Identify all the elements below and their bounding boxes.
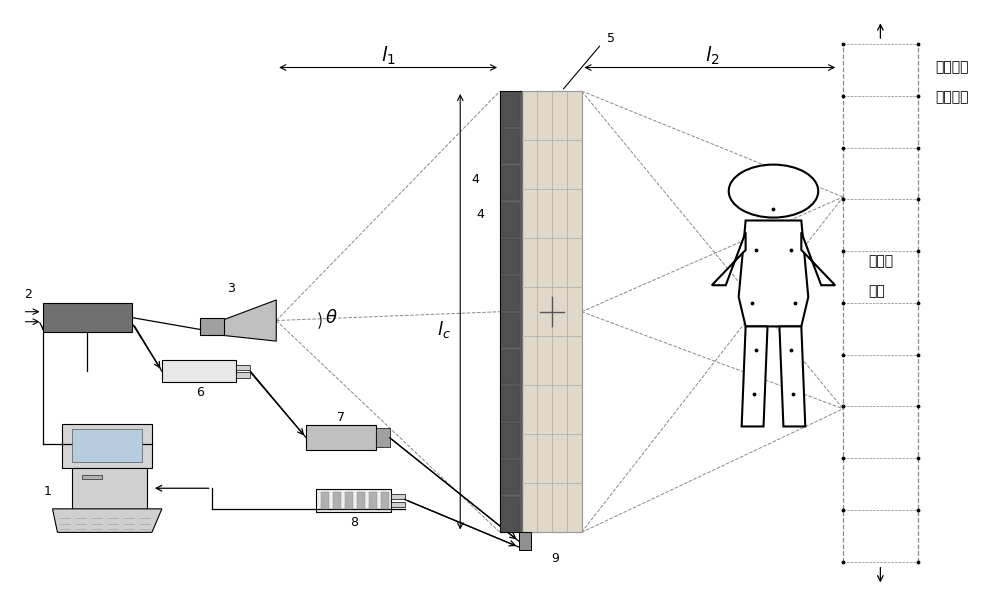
Text: 目标: 目标 [868, 284, 885, 298]
Bar [519, 532, 531, 550]
Polygon shape [712, 232, 746, 285]
Text: 9: 9 [551, 552, 559, 565]
Bar [502, 166, 520, 200]
Bar [236, 372, 250, 378]
Text: 5: 5 [607, 31, 615, 45]
Text: $l_2$: $l_2$ [705, 45, 720, 67]
Bar [316, 489, 391, 512]
Bar [502, 92, 520, 127]
Polygon shape [801, 232, 835, 285]
Text: 成像区域: 成像区域 [936, 61, 969, 74]
Bar [502, 460, 520, 494]
Bar [200, 318, 224, 334]
Polygon shape [739, 220, 808, 327]
Polygon shape [52, 509, 162, 532]
Bar [369, 492, 377, 509]
Text: 6: 6 [196, 387, 204, 399]
Bar [502, 497, 520, 531]
Polygon shape [742, 327, 768, 426]
Bar [500, 91, 522, 532]
Text: $l_1$: $l_1$ [381, 45, 396, 67]
Bar [522, 91, 582, 532]
Bar [306, 425, 376, 450]
Bar [162, 360, 236, 383]
Text: 网格划分: 网格划分 [936, 90, 969, 104]
Bar [502, 203, 520, 237]
Bar [391, 494, 405, 500]
Bar [502, 313, 520, 347]
Bar [236, 365, 250, 370]
Bar [502, 129, 520, 163]
Polygon shape [222, 300, 276, 341]
Bar [345, 492, 353, 509]
Bar [381, 492, 389, 509]
Text: 1: 1 [44, 485, 51, 498]
Bar [43, 303, 132, 332]
Bar [72, 467, 147, 509]
Bar [502, 239, 520, 274]
Bar [376, 428, 390, 447]
Bar [502, 276, 520, 311]
Bar [321, 492, 329, 509]
Text: 8: 8 [350, 516, 358, 529]
Text: $l_c$: $l_c$ [437, 319, 450, 340]
Text: 待成像: 待成像 [868, 255, 893, 268]
Bar [357, 492, 365, 509]
Bar [62, 424, 152, 467]
Text: 4: 4 [471, 173, 479, 186]
Text: 3: 3 [228, 282, 235, 295]
Text: 4: 4 [476, 208, 484, 221]
Bar [502, 423, 520, 457]
Bar [502, 350, 520, 384]
Polygon shape [779, 327, 805, 426]
Bar [82, 475, 102, 479]
Bar [333, 492, 341, 509]
Bar [502, 387, 520, 421]
Bar [72, 429, 142, 462]
Text: 2: 2 [24, 287, 32, 301]
Circle shape [729, 165, 818, 217]
Text: 7: 7 [337, 411, 345, 424]
Bar [391, 502, 405, 507]
Text: $\theta$: $\theta$ [325, 309, 337, 327]
